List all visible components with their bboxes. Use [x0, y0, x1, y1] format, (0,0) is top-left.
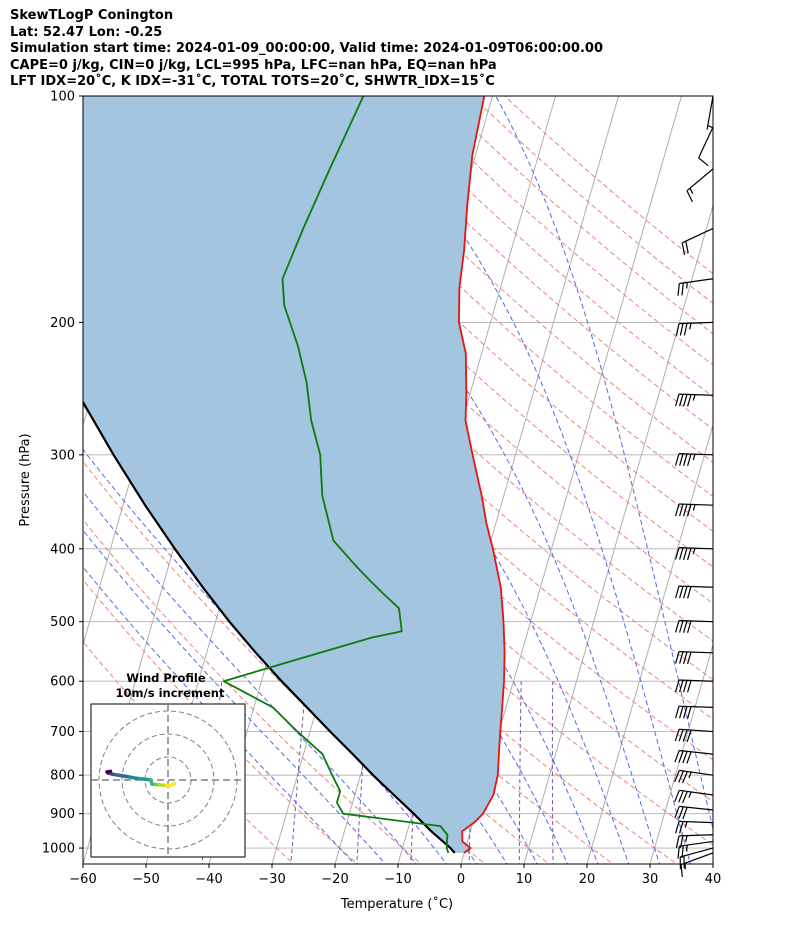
cin-shaded-area: [83, 96, 505, 853]
dry-adiabat: [503, 96, 713, 275]
wind-barb: [674, 789, 714, 804]
wind-barb: [674, 728, 714, 742]
y-tick-label: 700: [50, 725, 75, 740]
wind-barb: [681, 227, 714, 256]
wind-barb: [675, 503, 714, 517]
stability-indices: LFT IDX=20˚C, K IDX=-31˚C, TOTAL TOTS=20…: [10, 74, 495, 89]
y-tick-label: 500: [50, 615, 75, 630]
location-coordinates: Lat: 52.47 Lon: -0.25: [10, 24, 163, 40]
y-tick-label: 300: [50, 448, 75, 463]
x-tick-label: −50: [132, 872, 159, 887]
dry-adiabat: [83, 518, 423, 864]
isotherm-line: [712, 862, 713, 864]
wind-barb: [675, 453, 714, 467]
mixing-ratio-line: [518, 681, 522, 864]
y-tick-label: 100: [50, 90, 75, 105]
moist-adiabat: [357, 96, 691, 864]
wind-barb: [674, 769, 714, 784]
chart-header: SkewTLogP Conington Lat: 52.47 Lon: -0.2…: [10, 8, 790, 91]
x-tick-label: 10: [516, 872, 533, 887]
moist-adiabat: [495, 96, 713, 831]
dry-adiabat: [275, 96, 713, 498]
wind-barb: [698, 126, 714, 167]
dewpoint-line: [222, 96, 450, 854]
wind-barb: [675, 651, 714, 665]
chart-title: SkewTLogP Conington: [10, 8, 174, 23]
wind-barb: [706, 95, 714, 130]
moist-adiabat: [83, 566, 356, 864]
isotherm-line: [775, 79, 794, 867]
x-axis-label: Temperature (˚C): [340, 896, 453, 912]
y-tick-label: 400: [50, 542, 75, 557]
wind-barb: [675, 619, 714, 633]
x-tick-label: −20: [321, 872, 348, 887]
profile-lines: [83, 96, 506, 854]
wind-barb: [686, 168, 714, 203]
x-tick-label: −60: [69, 872, 96, 887]
y-tick-label: 800: [50, 769, 75, 784]
y-tick-label: 200: [50, 316, 75, 331]
moist-adiabat: [83, 529, 387, 864]
x-tick-label: 30: [642, 872, 659, 887]
x-tick-label: 0: [457, 872, 465, 887]
convective-parameters: CAPE=0 j/kg, CIN=0 j/kg, LCL=995 hPa, LF…: [10, 57, 497, 73]
wind-barb: [675, 679, 714, 693]
wind-barb: [675, 321, 714, 336]
wind-barb: [677, 840, 714, 859]
wind-barb: [674, 805, 714, 820]
moist-adiabat: [132, 96, 630, 864]
simulation-times: Simulation start time: 2024-01-09_00:00:…: [10, 41, 603, 56]
y-axis-label: Pressure (hPa): [18, 433, 33, 526]
y-tick-label: 900: [50, 807, 75, 822]
x-tick-label: 20: [579, 872, 596, 887]
dry-adiabat: [83, 578, 359, 864]
x-tick-label: −30: [258, 872, 285, 887]
wind-barb: [675, 547, 714, 561]
hodograph-trace: [105, 769, 113, 774]
dry-adiabat: [471, 96, 713, 304]
wind-barb: [675, 585, 714, 599]
y-tick-label: 1000: [42, 842, 75, 857]
wind-barbs: [674, 95, 714, 877]
y-tick-label: 600: [50, 675, 75, 690]
isotherm-line: [586, 423, 713, 864]
moist-adiabat: [83, 490, 417, 864]
wind-barb: [675, 820, 714, 834]
mixing-ratio-line: [356, 681, 369, 864]
dry-adiabat: [83, 195, 713, 803]
hodograph-subtitle: 10m/s increment: [116, 686, 225, 700]
wind-barb: [675, 393, 714, 407]
wind-barb: [674, 749, 714, 764]
cin-area: [83, 96, 505, 853]
dry-adiabat: [83, 641, 295, 864]
wind-barb: [680, 852, 714, 877]
wind-barb: [675, 834, 714, 849]
hodograph-title: Wind Profile: [126, 671, 206, 685]
wind-barb: [677, 278, 714, 296]
hodograph-trace: [134, 776, 150, 782]
x-tick-label: −40: [195, 872, 222, 887]
wind-barb: [679, 847, 714, 870]
dry-adiabat: [308, 96, 713, 463]
temperature-line: [458, 96, 506, 854]
mixing-ratio-line: [290, 681, 307, 864]
axes: −60 −50 −40 −30 −20 −10 0 10 20 30 40 1000 900 800 700…: [42, 90, 721, 888]
isotherm-line: [649, 642, 713, 864]
x-tick-label: 40: [705, 872, 722, 887]
moist-adiabat: [229, 96, 660, 864]
x-tick-label: −10: [384, 872, 411, 887]
wind-barb: [675, 705, 714, 719]
mixing-ratio-line: [551, 681, 554, 864]
